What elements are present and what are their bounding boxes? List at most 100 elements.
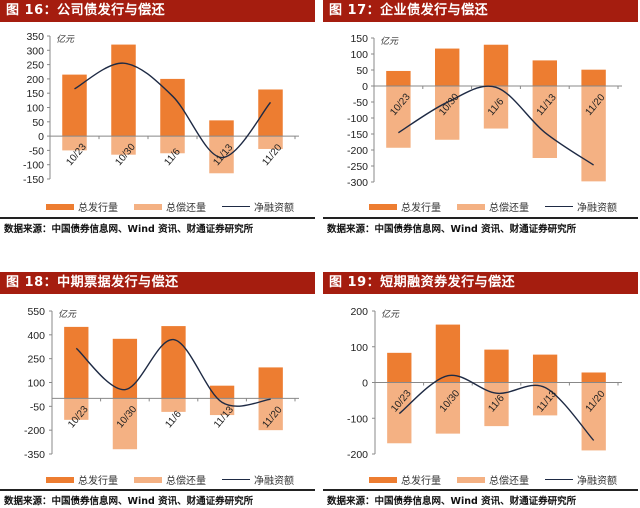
bar-issuance — [435, 324, 461, 383]
y-tick-label: 550 — [27, 306, 45, 318]
bar-issuance — [209, 385, 235, 399]
y-tick-label: -200 — [24, 425, 45, 437]
y-tick-label: -350 — [24, 449, 45, 461]
chart-panel-16: 图 16：公司债发行与偿还 350 300 250 200 150 100 50 0 -50 -1… — [0, 0, 316, 240]
bar-repayment — [62, 136, 87, 151]
chart-title: 图 18：中期票据发行与偿还 — [0, 272, 315, 294]
bar-issuance — [484, 349, 509, 383]
legend-label: 总发行量 — [401, 476, 441, 487]
legend-label: 净融资额 — [577, 476, 617, 487]
bar-repayment — [386, 86, 411, 148]
bar-repayment — [111, 136, 136, 155]
y-tick-label: -100 — [23, 160, 44, 172]
repayment-swatch-icon — [134, 476, 162, 483]
bar-repayment — [581, 86, 606, 182]
net-financing-line — [74, 62, 272, 159]
chart-legend: 总发行量 总偿还量 净融资额 — [369, 199, 633, 214]
legend-label: 总发行量 — [401, 203, 441, 214]
source-divider — [0, 489, 315, 491]
bar-issuance — [64, 326, 89, 399]
chart-panel-19: 图 19：短期融资券发行与偿还 200 100 0 -100 -200 10/23 10/3… — [323, 272, 639, 508]
bar-repayment — [435, 86, 460, 140]
legend-item-issuance: 总发行量 — [369, 472, 441, 487]
bar-repayment — [532, 86, 557, 158]
issuance-swatch-icon — [369, 476, 397, 483]
y-tick-label: -150 — [23, 174, 44, 186]
y-tick-label: 150 — [26, 88, 44, 100]
bar-issuance — [386, 70, 411, 86]
chart-title: 图 17：企业债发行与偿还 — [323, 0, 638, 22]
legend-item-net: 净融资额 — [545, 199, 617, 214]
y-tick-label: 0 — [362, 378, 368, 390]
source-note: 数据来源：中国债券信息网、Wind 资讯、财通证券研究所 — [327, 496, 577, 507]
y-tick-label: -300 — [347, 177, 368, 189]
legend-item-net: 净融资额 — [222, 472, 294, 487]
chart-legend: 总发行量 总偿还量 净融资额 — [46, 472, 310, 487]
source-divider — [0, 217, 315, 219]
issuance-swatch-icon — [46, 203, 74, 210]
net-line-icon — [222, 206, 250, 207]
chart-panel-18: 图 18：中期票据发行与偿还 550 400 250 100 -50 -200 -350 10… — [0, 272, 316, 508]
issuance-swatch-icon — [46, 476, 74, 483]
net-line-icon — [545, 206, 573, 207]
net-financing-line — [398, 374, 595, 441]
chart-title: 图 19：短期融资券发行与偿还 — [323, 272, 638, 294]
bar-repayment — [484, 382, 509, 427]
bar-issuance — [258, 367, 283, 399]
repayment-swatch-icon — [457, 476, 485, 483]
bar-repayment — [581, 382, 606, 451]
y-tick-label: 100 — [26, 103, 44, 115]
chart-legend: 总发行量 总偿还量 净融资额 — [46, 199, 310, 214]
unit-label: 亿元 — [381, 309, 400, 320]
net-financing-line — [398, 85, 594, 166]
net-financing-line — [75, 338, 271, 407]
legend-label: 净融资额 — [577, 203, 617, 214]
bar-issuance — [483, 44, 509, 86]
bar-issuance — [209, 120, 234, 137]
chart-title: 图 16：公司债发行与偿还 — [0, 0, 315, 22]
y-tick-label: 0 — [38, 131, 44, 143]
y-tick-label: 350 — [26, 31, 44, 43]
chart-panel-17: 图 17：企业债发行与偿还 150 100 50 0 -50 -100 -150 -200 -2… — [323, 0, 639, 240]
legend-item-net: 净融资额 — [222, 199, 294, 214]
legend-item-repayment: 总偿还量 — [134, 472, 206, 487]
source-note: 数据来源：中国债券信息网、Wind 资讯、财通证券研究所 — [4, 496, 254, 507]
bar-issuance — [581, 372, 606, 383]
bar-issuance — [532, 354, 558, 383]
repayment-swatch-icon — [134, 203, 162, 210]
bar-issuance — [111, 44, 136, 137]
bar-repayment — [483, 86, 509, 129]
bar-issuance — [387, 352, 412, 383]
source-divider — [323, 217, 638, 219]
legend-label: 总偿还量 — [489, 476, 529, 487]
bar-repayment — [160, 136, 185, 154]
legend-label: 总偿还量 — [166, 203, 206, 214]
net-line-icon — [545, 479, 573, 480]
legend-label: 净融资额 — [254, 476, 294, 487]
y-tick-label: 400 — [27, 330, 45, 342]
y-tick-label: 250 — [26, 60, 44, 72]
y-tick-label: -100 — [347, 113, 368, 125]
y-tick-label: -200 — [347, 145, 368, 157]
y-tick-label: 100 — [350, 342, 368, 354]
y-tick-label: -50 — [353, 97, 368, 109]
legend-label: 总发行量 — [78, 203, 118, 214]
issuance-swatch-icon — [369, 203, 397, 210]
bar-issuance — [532, 60, 557, 86]
y-tick-label: -100 — [347, 413, 368, 425]
bar-repayment — [112, 398, 138, 450]
source-divider — [323, 489, 638, 491]
y-tick-label: 150 — [350, 33, 368, 45]
legend-item-repayment: 总偿还量 — [457, 199, 529, 214]
legend-item-issuance: 总发行量 — [46, 199, 118, 214]
bar-repayment — [435, 382, 461, 434]
bar-repayment — [161, 398, 186, 412]
y-tick-label: 0 — [362, 81, 368, 93]
y-tick-label: 100 — [350, 49, 368, 61]
legend-label: 净融资额 — [254, 203, 294, 214]
net-line-icon — [222, 479, 250, 480]
bar-issuance — [258, 89, 283, 137]
